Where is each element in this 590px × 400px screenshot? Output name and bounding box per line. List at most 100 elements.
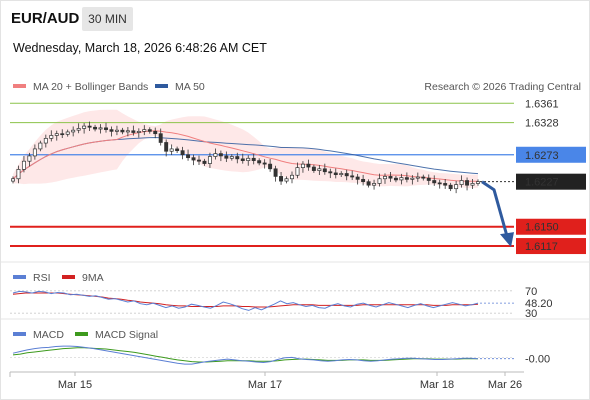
time-axis-label: Mar 17 — [248, 379, 282, 391]
candle — [393, 177, 398, 181]
candle — [191, 157, 196, 161]
candle — [32, 148, 37, 157]
candle — [290, 174, 294, 180]
support-label-box — [516, 218, 586, 235]
macd-panel: -0.00 — [10, 345, 550, 366]
candle — [87, 125, 92, 128]
support-label-box — [516, 238, 586, 255]
candle — [114, 129, 119, 132]
time-axis-label: Mar 18 — [420, 379, 454, 391]
candle — [49, 135, 54, 139]
candle — [93, 126, 98, 130]
last-price-box — [516, 173, 586, 190]
ma50-legend-swatch — [155, 84, 168, 88]
candle — [421, 176, 426, 179]
candle — [273, 168, 278, 177]
research-credit: Research © 2026 Trading Central — [424, 81, 581, 93]
candle — [432, 180, 437, 184]
candle — [246, 157, 251, 161]
candle — [454, 184, 459, 190]
support-label: 1.6150 — [525, 222, 559, 234]
timeframe-button[interactable]: 30 MIN — [82, 7, 133, 31]
candle — [404, 177, 409, 180]
candle — [459, 180, 464, 185]
candle — [224, 155, 229, 159]
rsi-legend-label: RSI — [33, 272, 51, 284]
resistance-label: 1.6328 — [525, 118, 559, 130]
candle — [443, 183, 448, 186]
candle — [125, 130, 130, 133]
macd-legend-swatch — [13, 332, 26, 336]
time-axis-label: Mar 26 — [488, 379, 522, 391]
candle — [164, 142, 169, 152]
last-price-label: 1.6227 — [525, 177, 559, 189]
candle — [399, 177, 404, 181]
candle — [27, 155, 32, 162]
macd-signal-line — [12, 347, 478, 363]
price-panel: 1.6361 1.6328 1.6273 1.6227 1.6150 1.6117 — [10, 98, 586, 255]
ma20-legend-swatch — [13, 84, 26, 88]
candle — [284, 178, 289, 182]
ma50-legend-label: MA 50 — [175, 81, 205, 93]
candle — [268, 163, 273, 170]
candle — [366, 181, 371, 186]
candle — [104, 127, 108, 130]
candle — [71, 129, 76, 133]
candle — [136, 131, 141, 133]
candle — [383, 176, 387, 180]
bollinger-band — [13, 109, 478, 189]
candle — [142, 129, 147, 132]
candle — [82, 125, 87, 129]
candle — [355, 176, 360, 180]
candle — [175, 148, 180, 152]
candle — [43, 138, 48, 144]
time-axis-label: Mar 15 — [58, 379, 92, 391]
candle — [11, 178, 15, 182]
candle — [235, 156, 240, 160]
candle — [131, 130, 136, 133]
rsi-tick-label: 70 — [525, 286, 537, 298]
candle — [98, 127, 103, 130]
candle — [158, 133, 163, 143]
candle — [120, 129, 125, 133]
forecast-arrowhead — [500, 232, 514, 248]
candle — [251, 157, 256, 161]
candle — [240, 158, 245, 161]
candle — [339, 173, 344, 176]
candle — [197, 159, 201, 162]
macd-legend-label: MACD — [33, 329, 64, 341]
resistance-label: 1.6361 — [525, 98, 559, 110]
rsi-tick-label: 30 — [525, 308, 537, 320]
candle — [361, 178, 366, 183]
candle — [306, 163, 311, 168]
support-label: 1.6117 — [525, 241, 558, 253]
time-axis: Mar 15 Mar 17 Mar 18 Mar 26 — [58, 372, 522, 391]
ma20-legend-label: MA 20 + Bollinger Bands — [33, 81, 148, 93]
currency-pair-title: EUR/AUD — [11, 10, 80, 27]
candle — [415, 176, 420, 179]
pivot-label-box — [516, 146, 586, 163]
candle — [169, 148, 174, 152]
candle — [465, 180, 470, 186]
macd-signal-legend-label: MACD Signal — [95, 329, 158, 341]
rsi-ma-legend-swatch — [62, 275, 75, 279]
candle — [410, 177, 415, 180]
candle — [207, 156, 212, 164]
candle — [229, 156, 234, 159]
candle — [180, 150, 185, 156]
candle — [60, 133, 65, 136]
candle — [350, 175, 355, 178]
candle — [426, 177, 431, 181]
rsi-line — [12, 290, 479, 311]
candle — [295, 167, 300, 176]
candle — [437, 182, 442, 185]
macd-line — [12, 345, 479, 365]
pivot-label: 1.6273 — [525, 150, 559, 162]
candle — [300, 163, 305, 168]
candle — [448, 184, 453, 190]
candle — [38, 142, 43, 150]
candle — [16, 169, 21, 180]
candle — [262, 162, 267, 165]
